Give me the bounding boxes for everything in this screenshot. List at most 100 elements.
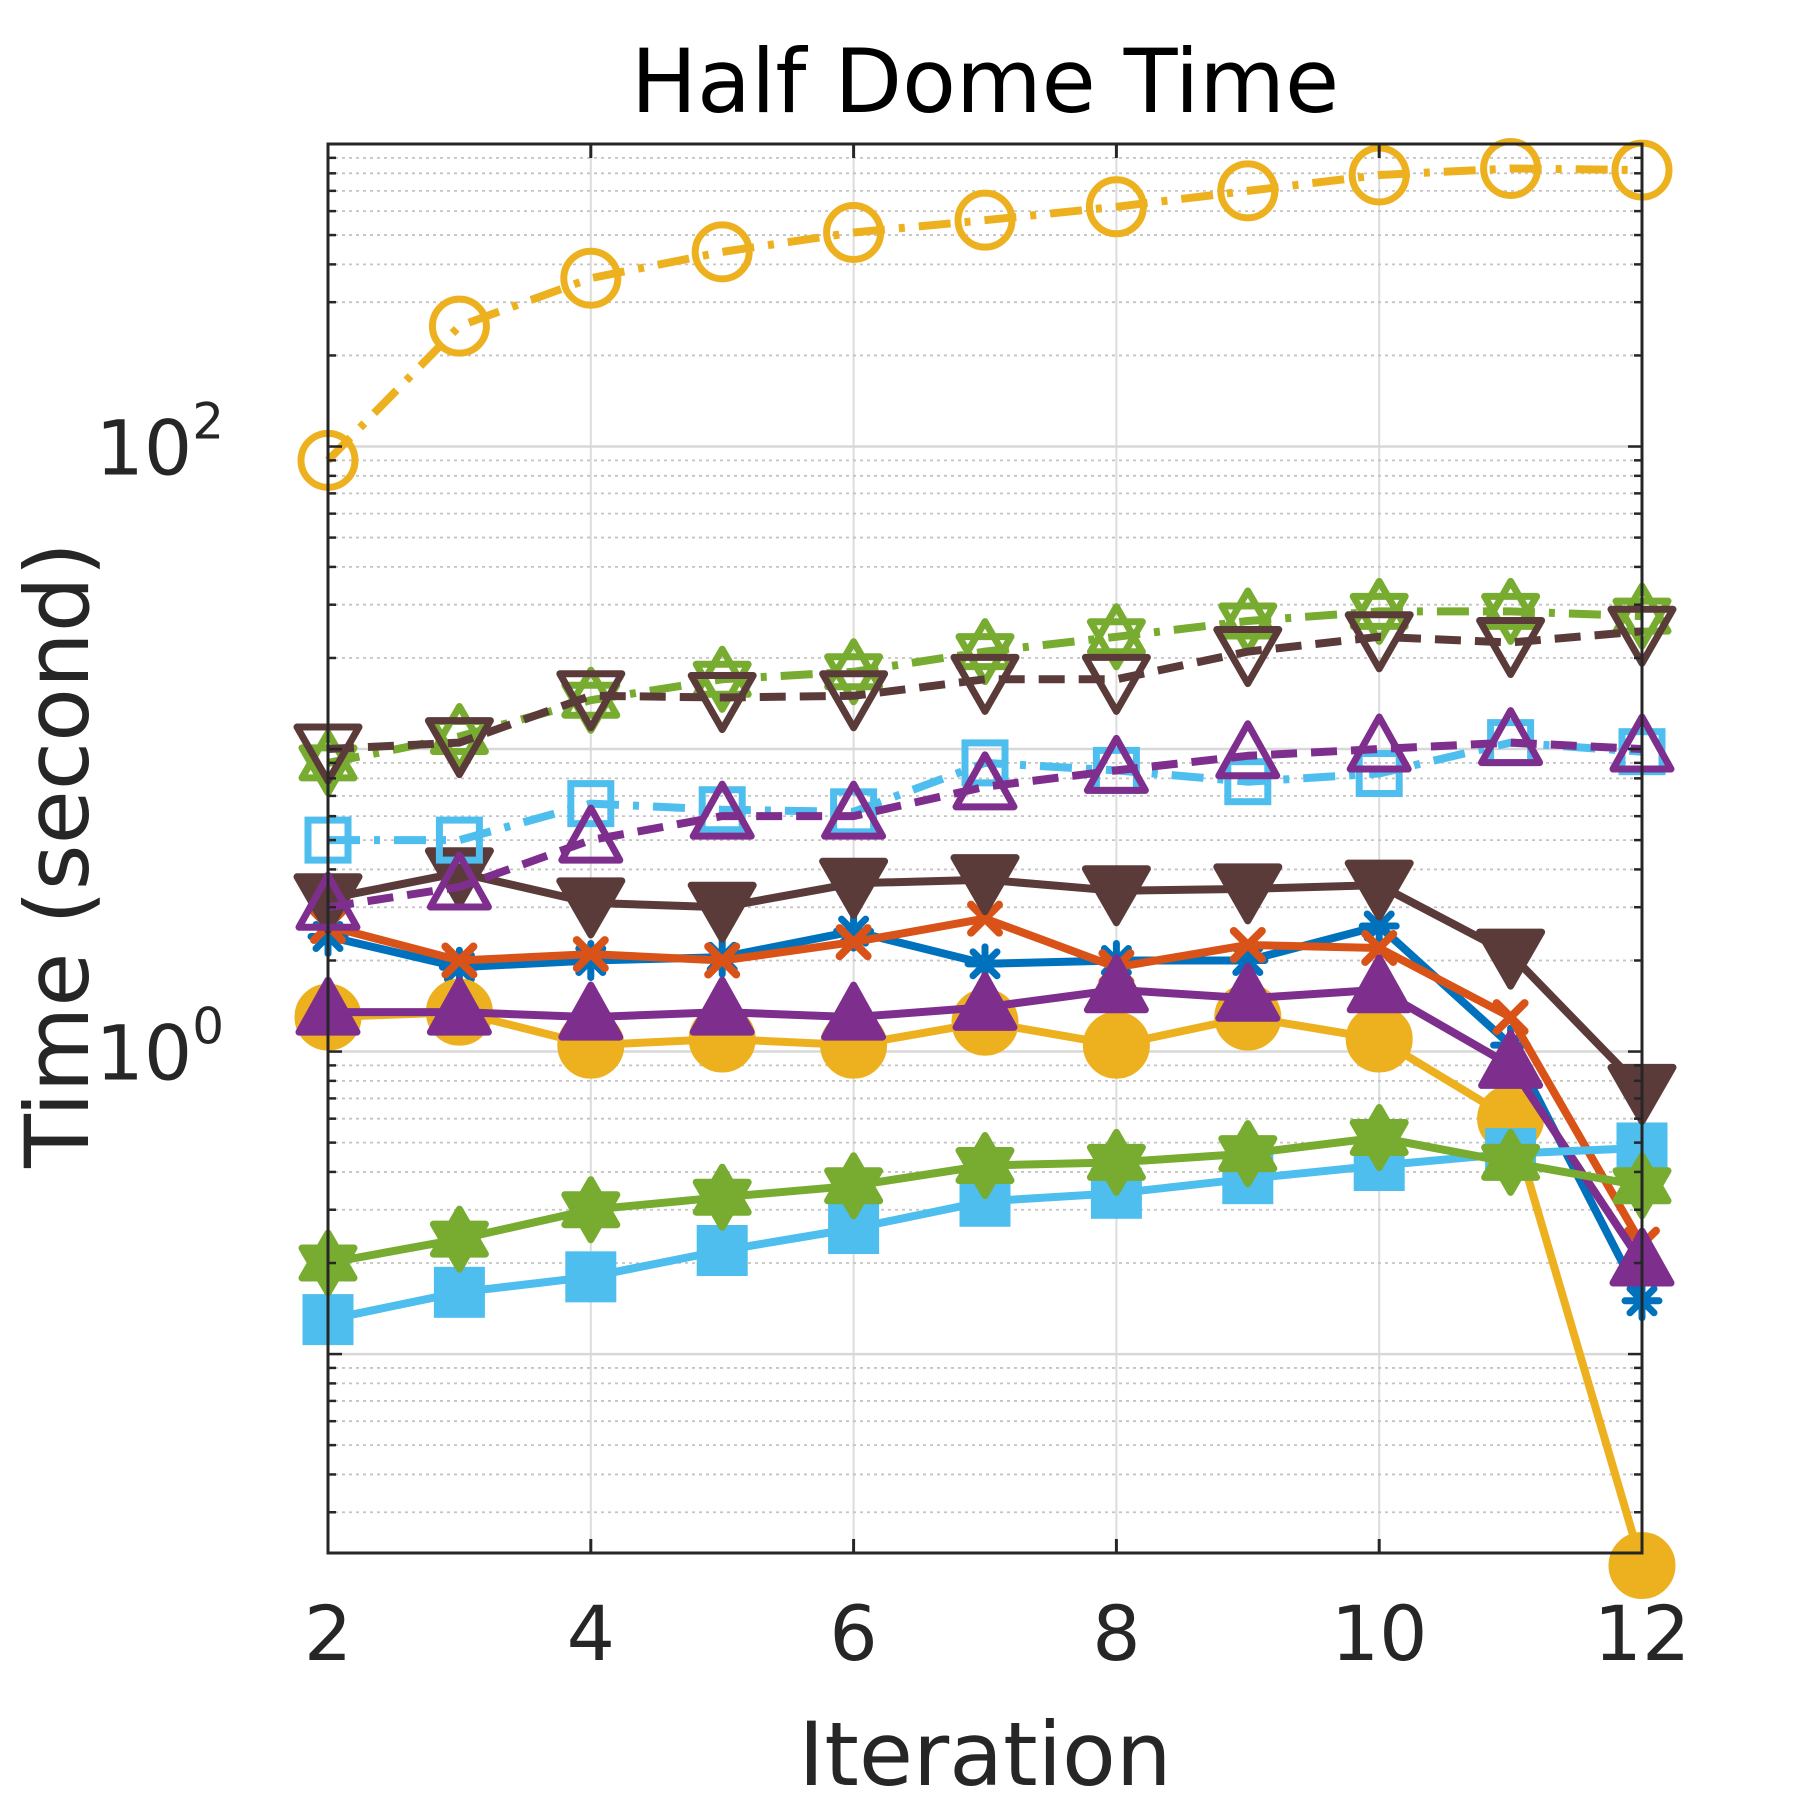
point-marker-triangle-down (556, 670, 626, 732)
point-marker-hexagram (1349, 1104, 1409, 1171)
point-marker-square (567, 780, 615, 828)
point-marker-triangle-down (556, 877, 626, 939)
point-marker-square (830, 788, 878, 836)
point-marker-hexagram (824, 1152, 884, 1220)
point-marker-circle (1085, 176, 1147, 238)
series-7 (293, 847, 1677, 1125)
point-marker-circle (954, 189, 1016, 251)
y-tick-label: 100 (95, 998, 224, 1098)
point-marker-triangle-down (1213, 626, 1283, 688)
series-line (325, 164, 1643, 464)
x-tick-label: 12 (1594, 1589, 1691, 1678)
x-tick-label: 10 (1331, 1589, 1428, 1678)
point-marker-circle (1345, 1005, 1413, 1073)
point-marker-triangle-down (687, 672, 757, 734)
point-marker-hexagram (1086, 603, 1146, 671)
point-marker-square (1355, 750, 1403, 798)
series-line (328, 738, 1643, 845)
point-marker-triangle-up (1215, 962, 1281, 1022)
point-marker-triangle-up (1083, 734, 1149, 794)
point-marker-triangle-up (426, 851, 492, 911)
point-marker-asterisk (1227, 939, 1269, 981)
point-marker-circle (691, 221, 753, 283)
point-marker-triangle-down (950, 854, 1020, 916)
point-marker-triangle-up (558, 981, 624, 1041)
series-8 (297, 137, 1673, 491)
x-tick-label: 2 (304, 1589, 352, 1678)
point-marker-hexagram (1218, 1120, 1278, 1188)
point-marker-triangle-up (426, 976, 492, 1036)
point-marker-square (1224, 758, 1272, 806)
point-marker-x (835, 924, 872, 961)
point-marker-x (441, 942, 478, 979)
point-marker-triangle-down (1081, 865, 1151, 927)
point-marker-triangle-down (819, 857, 889, 919)
point-marker-triangle-down (1344, 859, 1414, 921)
x-tick-label: 4 (567, 1589, 615, 1678)
x-axis-label: Iteration (798, 1703, 1171, 1800)
point-marker-x (1492, 999, 1529, 1036)
point-marker-circle (1082, 1011, 1150, 1079)
x-tick-label: 8 (1092, 1589, 1140, 1678)
point-marker-asterisk (438, 946, 480, 988)
point-marker-triangle-up (821, 780, 887, 840)
point-marker-triangle-up (1346, 713, 1412, 773)
point-marker-asterisk (1358, 905, 1400, 947)
plot-frame (326, 142, 1644, 1555)
chart-title: Half Dome Time (631, 30, 1339, 133)
point-marker-hexagram (824, 638, 884, 706)
point-marker-triangle-up (1083, 954, 1149, 1014)
point-marker-circle (823, 201, 885, 263)
point-marker-triangle-up (689, 976, 755, 1036)
point-marker-hexagram (561, 1176, 621, 1244)
point-marker-asterisk (570, 939, 612, 981)
point-marker-circle (560, 247, 622, 309)
point-marker-x (1229, 927, 1266, 964)
point-marker-hexagram (429, 1205, 489, 1273)
point-marker-hexagram (1086, 1128, 1146, 1196)
point-marker-hexagram (1349, 577, 1409, 645)
point-marker-x (967, 900, 1003, 937)
y-axis-label: Time (second) (6, 542, 109, 1169)
point-marker-triangle-down (1476, 616, 1546, 678)
point-marker-triangle-down (687, 881, 757, 943)
series-12 (295, 707, 1675, 931)
y-tick-label: 102 (95, 393, 224, 493)
point-marker-triangle-down (950, 653, 1020, 715)
series-line (327, 627, 1643, 753)
point-marker-square (565, 1251, 617, 1303)
point-marker-circle (1217, 160, 1279, 222)
point-marker-triangle-up (1478, 1029, 1544, 1089)
point-marker-hexagram (955, 1132, 1015, 1199)
point-marker-triangle-down (1081, 653, 1151, 715)
point-marker-circle (428, 295, 490, 357)
point-marker-circle (1480, 137, 1542, 199)
point-marker-triangle-up (821, 981, 887, 1041)
point-marker-triangle-up (1215, 720, 1281, 780)
point-marker-triangle-down (819, 670, 889, 732)
point-marker-x (1361, 929, 1398, 966)
x-tick-label: 6 (829, 1589, 877, 1678)
point-marker-x (572, 936, 609, 973)
point-marker-asterisk (964, 943, 1006, 985)
point-marker-asterisk (833, 910, 875, 952)
point-marker-triangle-up (1478, 707, 1544, 767)
point-marker-triangle-up (952, 751, 1018, 811)
ticks: 2 4 6 8 10 12 100 102 (95, 142, 1691, 1678)
point-marker-triangle-down (1344, 611, 1414, 673)
point-marker-triangle-down (424, 717, 494, 779)
point-marker-triangle-up (952, 971, 1018, 1031)
point-marker-hexagram (692, 1163, 752, 1231)
point-marker-triangle-up (689, 780, 755, 840)
point-marker-triangle-down (1213, 863, 1283, 925)
point-marker-triangle-up (1346, 954, 1412, 1014)
point-marker-hexagram (1481, 1128, 1541, 1196)
point-marker-square (696, 1224, 748, 1276)
point-marker-square (433, 1266, 485, 1318)
point-marker-triangle-up (558, 804, 624, 864)
point-marker-x (704, 942, 741, 979)
point-marker-triangle-down (1476, 928, 1546, 990)
point-marker-square (961, 739, 1009, 787)
